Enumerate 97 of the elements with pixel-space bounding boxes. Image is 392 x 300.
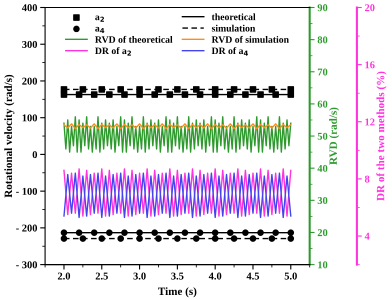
- point: [121, 91, 128, 98]
- point: [212, 86, 218, 93]
- point: [212, 235, 218, 242]
- point: [136, 86, 143, 93]
- point: [268, 235, 276, 242]
- legend-label: RVD of theoretical: [95, 36, 173, 43]
- point: [250, 86, 256, 93]
- y3-tick-label: 12: [365, 118, 375, 126]
- x-tick-label: 3.0: [133, 272, 146, 280]
- point: [242, 91, 249, 98]
- point: [151, 91, 158, 98]
- point: [80, 86, 86, 93]
- x-tick-label: 2.0: [58, 272, 70, 280]
- y-tick-label: 100: [22, 114, 38, 122]
- point: [166, 91, 174, 98]
- y2-tick-label: 70: [318, 68, 328, 76]
- y2-tick-label: 10: [318, 261, 328, 268]
- point: [230, 235, 238, 242]
- point: [212, 229, 218, 236]
- point: [76, 229, 82, 236]
- legend-label: theoretical: [212, 13, 256, 20]
- y3-tick-label: 8: [364, 176, 370, 183]
- point: [287, 235, 294, 242]
- point: [151, 229, 158, 236]
- point: [196, 91, 204, 98]
- point: [90, 229, 98, 236]
- y3-tick-label: 4: [364, 232, 370, 240]
- point: [155, 235, 162, 242]
- legend-label: DR of a$_{4}$: [212, 47, 248, 56]
- legend-label: RVD of simulation: [212, 36, 289, 43]
- x-tick-label: 2.5: [96, 272, 108, 280]
- x-axis-title: Time (s): [158, 287, 196, 298]
- y2-tick-label: 80: [318, 36, 328, 44]
- point: [230, 86, 238, 93]
- point: [182, 229, 188, 236]
- x-tick-label: 3.5: [171, 272, 184, 280]
- y2-tick-label: 20: [318, 229, 328, 236]
- point: [182, 91, 188, 98]
- point: [117, 235, 124, 242]
- y2-tick-label: 50: [318, 132, 328, 140]
- legend-label: a$_{4}$: [95, 26, 104, 34]
- point: [155, 86, 162, 93]
- legend-label: a$_{2}$: [95, 16, 104, 22]
- point: [287, 86, 294, 93]
- point: [117, 86, 124, 93]
- x-tick-label: 5.0: [284, 272, 297, 280]
- point: [174, 235, 181, 242]
- y3-tick-label: 16: [365, 61, 375, 68]
- point: [60, 86, 68, 93]
- y2-tick-label: 40: [317, 164, 328, 172]
- y2-tick-label: 90: [318, 4, 328, 12]
- point: [166, 229, 174, 236]
- point: [106, 91, 113, 98]
- point: [98, 86, 106, 93]
- y-tick-label: - 300: [16, 261, 38, 268]
- point: [106, 229, 113, 236]
- point: [90, 91, 98, 98]
- point: [136, 229, 143, 236]
- point: [272, 91, 279, 98]
- point: [121, 229, 128, 236]
- point: [60, 235, 68, 242]
- point: [257, 91, 264, 98]
- legend-label: simulation: [212, 24, 256, 32]
- y3-axis-title: DR of the two methods (%): [376, 72, 387, 201]
- y2-tick-label: 60: [318, 100, 328, 108]
- point: [196, 229, 204, 236]
- point: [60, 229, 68, 236]
- point: [242, 229, 249, 236]
- y2-axis-title: RVD (rad/s): [329, 108, 340, 165]
- point: [192, 86, 200, 93]
- point: [268, 86, 276, 93]
- point: [227, 229, 234, 236]
- y-axis-title: Rotational velocity (rad/s): [4, 74, 14, 198]
- x-tick-label: 4.0: [208, 272, 222, 280]
- point: [60, 91, 68, 98]
- legend-label: DR of a$_{2}$: [95, 47, 132, 56]
- point: [174, 86, 181, 93]
- x-tick-label: 4.5: [246, 272, 260, 280]
- y-tick-label: - 100: [16, 188, 38, 195]
- line-series: [63, 116, 292, 153]
- point: [287, 229, 294, 236]
- y2-tick-label: 30: [318, 197, 328, 204]
- y-tick-label: 200: [22, 78, 38, 85]
- y3-tick-label: 20: [364, 4, 375, 12]
- y-tick-label: - 200: [16, 224, 38, 232]
- y-tick-label: 300: [22, 40, 38, 48]
- point: [136, 235, 143, 242]
- point: [227, 91, 234, 98]
- point: [98, 235, 106, 242]
- y-tick-label: 400: [22, 4, 38, 12]
- point: [76, 91, 82, 98]
- point: [250, 235, 256, 242]
- point: [257, 229, 264, 236]
- point: [80, 235, 86, 242]
- y-tick-label: 0: [32, 151, 38, 158]
- point: [192, 235, 200, 242]
- point: [272, 229, 279, 236]
